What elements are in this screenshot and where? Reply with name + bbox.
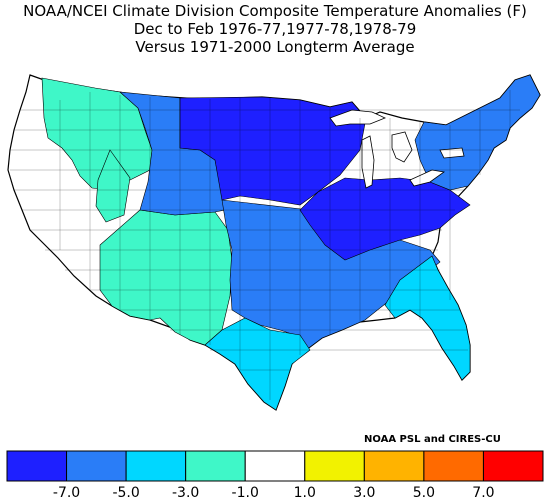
legend-tick-label: -7.0 — [53, 485, 80, 500]
legend-tick-label: 3.0 — [353, 485, 375, 500]
legend-bin-2 — [125, 450, 187, 482]
legend-tick-label: -5.0 — [112, 485, 139, 500]
region-northeast — [414, 74, 541, 191]
legend-bin-0 — [6, 450, 68, 482]
legend-bin-5 — [304, 450, 365, 482]
legend-tick-label: 7.0 — [472, 485, 494, 500]
map-title-line2: Dec to Feb 1976-77,1977-78,1978-79 — [133, 20, 417, 38]
map-title-line3: Versus 1971-2000 Longterm Average — [135, 38, 415, 56]
legend-bin-7 — [423, 450, 484, 482]
region-texas-south — [204, 317, 311, 411]
legend-bin-1 — [66, 450, 127, 482]
lake-michigan — [361, 135, 375, 189]
map-title-line1: NOAA/NCEI Climate Division Composite Tem… — [23, 2, 527, 20]
legend-tick-label: 5.0 — [413, 485, 435, 500]
legend-tick-label: -3.0 — [172, 485, 199, 500]
climate-division-lines — [10, 90, 520, 400]
lake-erie — [409, 169, 446, 187]
lake-ontario — [439, 147, 465, 159]
legend-boxes — [6, 450, 544, 482]
region-southeast-atlantic — [384, 255, 471, 381]
data-credit: NOAA PSL and CIRES-CU — [364, 434, 501, 445]
legend-bin-3 — [185, 450, 246, 482]
legend-bin-8 — [482, 450, 544, 482]
lake-superior — [329, 109, 387, 127]
lake-huron — [391, 131, 413, 163]
legend-ticks: -7.0 -5.0 -3.0 -1.0 1.0 3.0 5.0 7.0 — [53, 485, 495, 500]
legend-bin-4 — [244, 450, 306, 482]
legend-tick-label: 1.0 — [294, 485, 316, 500]
us-anomaly-map — [7, 74, 541, 411]
region-idaho-west — [95, 149, 131, 223]
legend-tick-label: -1.0 — [232, 485, 259, 500]
legend-bin-6 — [363, 450, 425, 482]
